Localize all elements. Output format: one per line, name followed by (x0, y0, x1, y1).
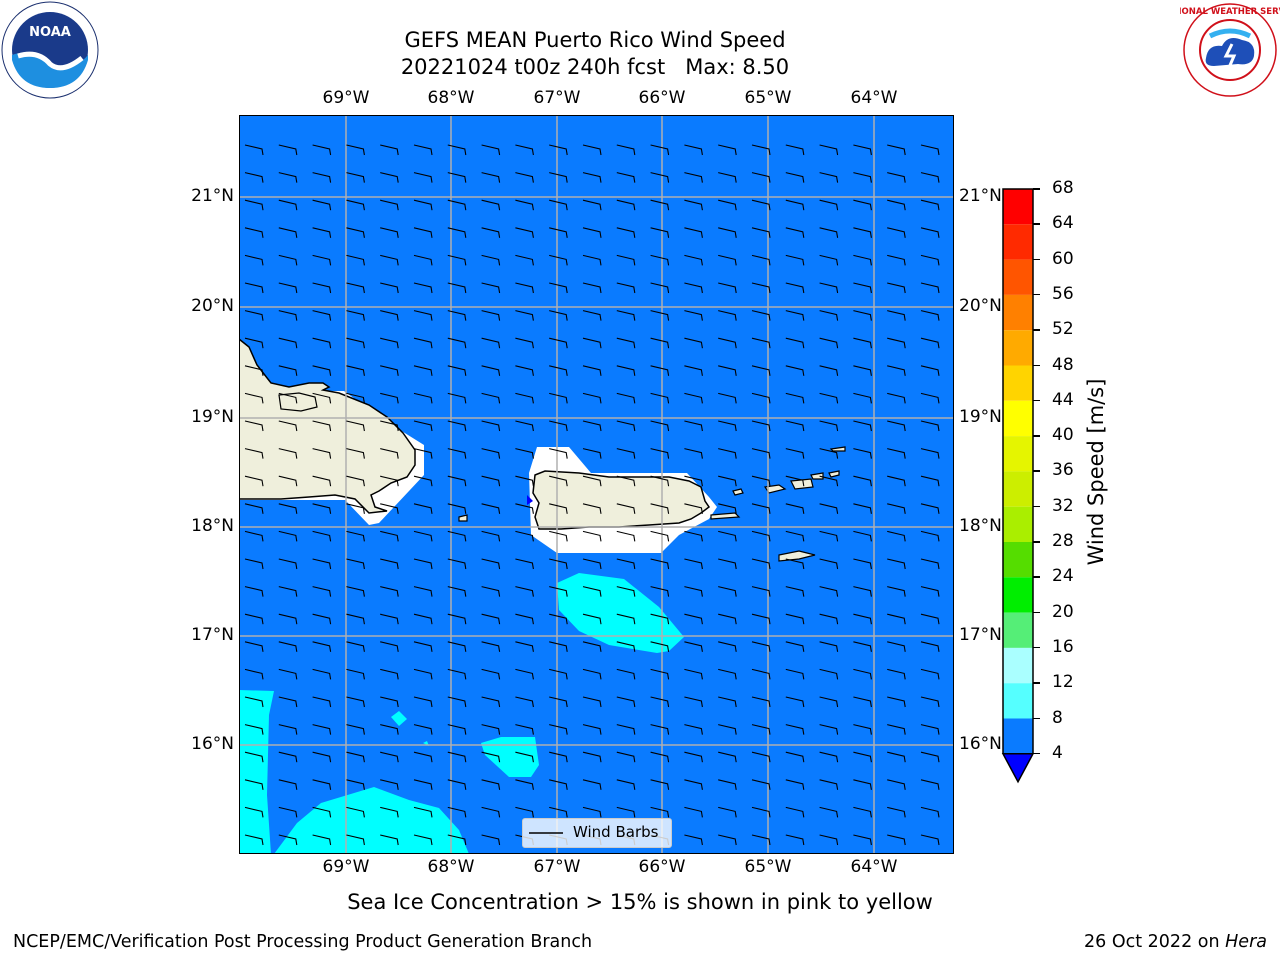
colorbar-tick-label: 68 (1052, 178, 1074, 198)
lon-top-tick: 67°W (533, 88, 581, 108)
colorbar-tick-label: 8 (1052, 707, 1063, 728)
colorbar-tick-mark (1033, 223, 1040, 225)
colorbar-tick-label: 52 (1052, 319, 1074, 340)
lon-top-tick: 65°W (744, 88, 792, 108)
colorbar-tick-label: 12 (1052, 672, 1074, 693)
lat-left-tick: 18°N (191, 516, 234, 536)
wind-barbs (244, 144, 940, 846)
colorbar-tick-label: 40 (1052, 425, 1074, 446)
colorbar-tick-mark (1033, 505, 1040, 508)
lon-top-tick: 64°W (850, 88, 898, 108)
lat-left-tick: 16°N (191, 734, 234, 754)
lon-bottom-tick: 64°W (850, 857, 898, 877)
colorbar-tick-mark (1033, 752, 1040, 755)
colorbar-label: Wind Speed [m/s] (1084, 378, 1108, 566)
map-subtitle: 20221024 t00z 240h fcst Max: 8.50 (400, 55, 790, 79)
colorbar-tick-mark (1033, 576, 1040, 578)
lat-right-tick: 16°N (959, 734, 1002, 754)
lat-left-tick: 19°N (191, 407, 234, 427)
lat-right-tick: 19°N (959, 407, 1002, 427)
colorbar-tick-mark (1033, 293, 1040, 296)
lon-top-tick: 68°W (427, 88, 475, 108)
colorbar-tick-label: 36 (1052, 460, 1074, 481)
lon-bottom-tick: 67°W (533, 857, 581, 877)
footer-date-text: 26 Oct 2022 on (1084, 932, 1226, 952)
colorbar-tick-label: 64 (1052, 213, 1074, 234)
wind-speed-map (239, 115, 954, 854)
lat-left-tick: 17°N (191, 625, 234, 645)
lon-bottom-tick: 66°W (638, 857, 686, 877)
colorbar-tick-label: 32 (1052, 495, 1074, 516)
colorbar-tick-mark (1033, 329, 1040, 331)
lon-top-tick: 66°W (638, 88, 686, 108)
lat-left-tick: 20°N (191, 296, 234, 316)
colorbar-tick-mark (1033, 188, 1040, 190)
legend-line-icon (529, 832, 563, 834)
hispaniola-land (239, 338, 416, 514)
colorbar-tick-mark (1033, 541, 1040, 543)
lon-top-tick: 69°W (322, 88, 370, 108)
footer-date: 26 Oct 2022 on Hera (1084, 932, 1267, 952)
colorbar-tick-label: 24 (1052, 566, 1074, 587)
colorbar-tick-mark (1033, 258, 1040, 261)
map-title: GEFS MEAN Puerto Rico Wind Speed (404, 28, 786, 52)
lat-right-tick: 20°N (959, 296, 1002, 316)
colorbar-tick-mark (1033, 399, 1040, 402)
colorbar-tick-label: 48 (1052, 354, 1074, 375)
lat-right-tick: 21°N (959, 186, 1002, 206)
lon-bottom-tick: 69°W (322, 857, 370, 877)
colorbar-tick-label: 44 (1052, 389, 1074, 410)
graticule (239, 115, 954, 854)
colorbar-tick-mark (1033, 646, 1040, 649)
colorbar-tick-mark (1033, 435, 1040, 437)
colorbar-tick-label: 56 (1052, 283, 1074, 304)
colorbar-tick-mark (1033, 682, 1040, 684)
noaa-logo: NOAA (0, 0, 100, 104)
wind-barbs-legend: Wind Barbs (522, 818, 672, 848)
puerto-rico-land (532, 470, 711, 530)
lat-right-tick: 18°N (959, 516, 1002, 536)
footer-branch: NCEP/EMC/Verification Post Processing Pr… (13, 932, 593, 952)
colorbar-tick-label: 28 (1052, 531, 1074, 551)
nws-logo-text: NATIONAL WEATHER SERVICE (1180, 7, 1280, 17)
colorbar-tick-mark (1033, 717, 1040, 719)
nws-logo: NATIONAL WEATHER SERVICE (1160, 0, 1280, 104)
colorbar-tick-mark (1033, 470, 1040, 472)
noaa-logo-text: NOAA (29, 25, 71, 40)
lon-bottom-tick: 65°W (744, 857, 792, 877)
legend-label: Wind Barbs (573, 823, 659, 841)
small-islands (458, 446, 846, 562)
colorbar-tick-label: 16 (1052, 636, 1074, 657)
lat-left-tick: 21°N (191, 186, 234, 206)
colorbar-tick-mark (1033, 364, 1040, 366)
lon-bottom-tick: 68°W (427, 857, 475, 877)
footer-host: Hera (1225, 932, 1267, 952)
colorbar-tick-label: 20 (1052, 601, 1074, 622)
colorbar-tick-label: 4 (1052, 742, 1063, 763)
colorbar (998, 185, 1038, 789)
colorbar-tick-mark (1033, 611, 1040, 614)
sea-ice-note: Sea Ice Concentration > 15% is shown in … (347, 890, 933, 914)
colorbar-tick-label: 60 (1052, 248, 1074, 269)
lat-right-tick: 17°N (959, 625, 1002, 645)
